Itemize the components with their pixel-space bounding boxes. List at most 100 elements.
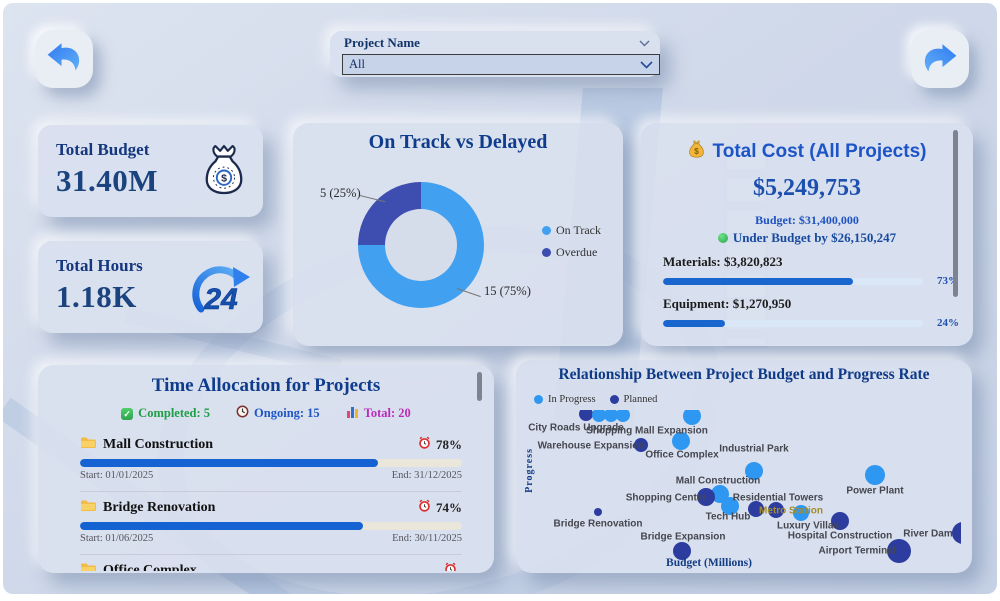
donut-title: On Track vs Delayed [368,131,548,153]
scatter-point-label: Shopping Mall Expansion [586,425,708,437]
scatter-point-label: Airport Terminal [818,545,896,557]
scatter-point-label: Shopping Center [625,492,707,504]
legend-item-overdue[interactable]: Overdue [542,245,601,260]
project-select[interactable]: All [342,54,660,75]
scatter-legend: In Progress Planned [534,394,657,405]
progress-track [80,522,462,530]
project-start-date: Start: 01/06/2025 [80,533,154,544]
cost-bar: 24% [663,317,959,329]
folder-icon [80,436,96,454]
scatter-point[interactable] [748,501,764,517]
filter-header[interactable]: Project Name [344,35,650,51]
alarm-clock-icon [418,436,431,454]
progress-track [663,319,923,327]
project-pct: 78% [436,437,462,452]
scatter-point[interactable] [887,539,911,563]
scatter-point[interactable] [594,508,602,516]
svg-text:24: 24 [203,283,238,316]
cost-bar: 73% [663,275,959,287]
project-row: Bridge Renovation 74% Start: 01/06/2025 End… [80,492,462,555]
svg-text:$: $ [694,146,699,156]
legend-label: In Progress [548,394,596,405]
money-bag-icon: $ [688,139,705,164]
time-card-scrollbar[interactable] [477,372,482,401]
scatter-point[interactable] [721,497,739,515]
chevron-down-icon [639,34,650,52]
time-allocation-stats: ✓ Completed: 5 Ongoing: 15 Total: 20 [38,405,494,422]
dashboard-board: Project Name All Total Budget 31.40M $ T… [3,3,997,594]
project-end-date: End: 31/12/2025 [391,470,462,481]
scatter-point-label: Metro Station [759,505,823,517]
green-status-icon [717,233,728,243]
scatter-point-label: Power Plant [846,485,904,497]
money-bag-icon: $ [201,143,247,202]
total-budget-card: Total Budget 31.40M $ [38,125,263,217]
on-track-vs-delayed-card: On Track vs Delayed 5 (25%) 15 (75%) On … [293,123,623,346]
scatter-point[interactable] [672,432,690,450]
stat-ongoing: Ongoing: 15 [236,405,320,422]
svg-text:$: $ [221,173,227,185]
scatter-point-label: River Dam [903,528,953,540]
scatter-point-label: Industrial Park [719,443,789,455]
check-icon: ✓ [121,407,134,420]
cost-bars: Materials: $3,820,823 73% Equipment: $1,27… [663,254,959,338]
legend-label: Overdue [556,245,598,259]
project-select-value: All [349,57,365,71]
legend-label: Planned [623,394,658,405]
scatter-point[interactable] [697,488,715,506]
scatter-title: Relationship Between Project Budget and … [558,366,930,383]
progress-fill [663,319,726,327]
forward-button[interactable] [911,30,969,88]
stat-total: Total: 20 [346,406,411,422]
back-button[interactable] [35,30,93,88]
total-cost-card: $ Total Cost (All Projects) $5,249,753 B… [641,123,973,346]
donut-legend: On Track Overdue [542,223,601,267]
scatter-point[interactable] [579,410,593,421]
project-filter-card: Project Name All [330,31,660,77]
legend-dot-icon [542,248,551,257]
project-pct: 74% [436,500,462,515]
cost-card-scrollbar[interactable] [953,130,958,297]
scatter-point[interactable] [616,410,630,422]
scatter-point[interactable] [865,465,885,485]
scatter-point[interactable] [604,410,618,422]
cost-title: Total Cost (All Projects) [712,140,927,162]
project-name: Mall Construction [103,437,214,452]
total-budget-value: 31.40M [56,163,159,198]
clock-icon [236,405,249,422]
scatter-point[interactable] [952,522,961,544]
legend-dot-icon [534,395,543,404]
scatter-point-label: Bridge Renovation [553,518,643,530]
cost-bar-label: Equipment: $1,270,950 [663,296,792,311]
back-arrow-icon [44,40,84,79]
bar-chart-icon [346,406,359,422]
scatter-point[interactable] [634,438,648,452]
scatter-point[interactable] [793,505,809,521]
scatter-point-label: Bridge Expansion [640,531,726,543]
legend-label: On Track [556,223,602,237]
scatter-point[interactable] [745,462,763,480]
progress-track [663,277,923,285]
time-allocation-title: Time Allocation for Projects [151,375,381,396]
legend-item-planned[interactable]: Planned [609,394,658,405]
scatter-point[interactable] [673,542,691,560]
stat-completed: ✓ Completed: 5 [121,406,210,421]
cost-under-budget-text: Under Budget by $26,150,247 [732,230,897,245]
donut-callout-overdue: 5 (25%) [320,186,361,200]
alarm-clock-icon [418,499,431,517]
scatter-plot-area[interactable]: City Roads Upgrade Shopping Mall Expansio… [516,410,961,573]
scatter-point[interactable] [683,410,701,425]
scatter-x-axis-label: Budget (Millions) [666,557,752,569]
scatter-point-label: Mall Construction [675,475,761,487]
scatter-point[interactable] [768,502,784,518]
project-start-date: Start: 01/01/2025 [80,470,154,481]
legend-item-in-progress[interactable]: In Progress [534,394,596,405]
donut-chart[interactable] [358,182,484,308]
legend-item-on-track[interactable]: On Track [542,223,601,238]
scatter-point[interactable] [831,512,849,530]
budget-progress-scatter-card: Relationship Between Project Budget and … [516,360,972,573]
scatter-point[interactable] [592,410,606,422]
chevron-down-icon [640,60,653,69]
total-budget-title: Total Budget [56,140,150,159]
